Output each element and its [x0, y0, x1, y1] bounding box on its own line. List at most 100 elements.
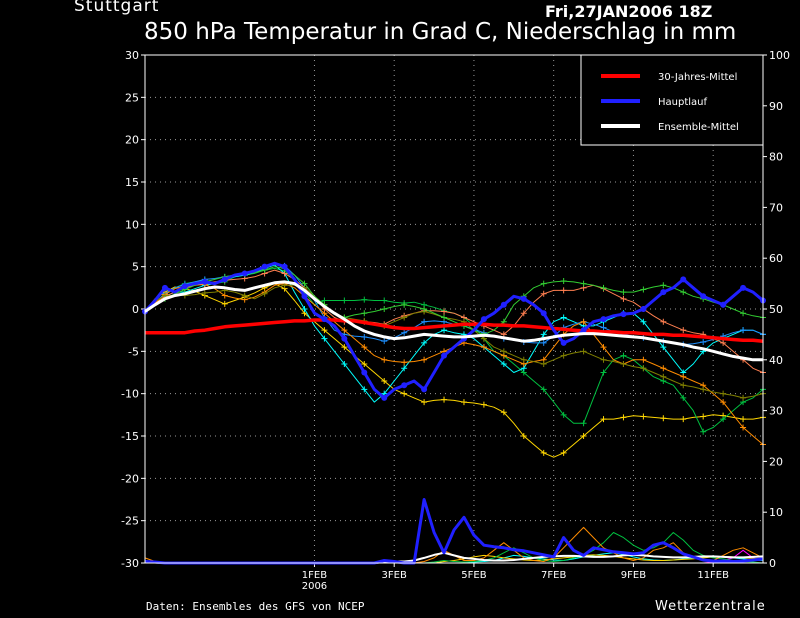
temp-point: [580, 327, 587, 334]
right-tick-label: 100: [769, 49, 790, 62]
temp-member-3: [142, 283, 766, 458]
left-tick-label: 20: [125, 134, 139, 147]
temp-point: [740, 310, 747, 317]
left-tick-label: 10: [125, 218, 139, 231]
temp-point: [221, 300, 228, 307]
temp-point: [221, 276, 228, 283]
temp-point: [421, 339, 428, 346]
temp-point: [421, 306, 428, 312]
precip-hauptlauf: [144, 498, 764, 565]
temp-point: [600, 284, 607, 291]
temp-point: [361, 310, 368, 317]
temp-point: [421, 318, 428, 325]
temp-point: [600, 316, 607, 323]
location-label: Stuttgart: [74, 0, 160, 16]
x-tick-label: 7FEB: [541, 570, 566, 581]
temp-point: [341, 344, 348, 351]
temp-point: [600, 369, 607, 376]
temp-point: [201, 289, 208, 296]
temp-point: [720, 339, 727, 346]
temp-point: [261, 263, 268, 270]
temp-point: [560, 352, 567, 359]
temp-point: [341, 297, 348, 304]
left-tick-label: -20: [121, 472, 139, 485]
temp-point: [620, 361, 627, 368]
temp-point: [281, 263, 288, 270]
temp-point: [560, 278, 567, 285]
temp-point: [600, 356, 607, 363]
temp-point: [660, 365, 667, 372]
right-tick-label: 0: [769, 557, 776, 570]
temp-point: [640, 318, 647, 325]
temp-member-8: [142, 269, 766, 376]
left-tick-label: 30: [125, 49, 139, 62]
plot-frame: [144, 54, 764, 564]
temp-point: [640, 286, 647, 293]
temp-point: [421, 399, 428, 406]
temp-30-jahres-mittel: [145, 318, 764, 343]
brand-label: Wetterzentrale: [655, 599, 766, 614]
right-tick-label: 20: [769, 455, 783, 468]
temp-point: [680, 327, 687, 334]
temp-point: [620, 295, 627, 302]
temp-point: [660, 282, 667, 289]
temp-point: [720, 399, 727, 406]
data-source-label: Daten: Ensembles des GFS von NCEP: [146, 600, 365, 613]
temp-point: [321, 316, 328, 323]
temp-point: [640, 413, 647, 420]
legend-label: Ensemble-Mittel: [658, 122, 739, 133]
temp-point: [401, 314, 408, 321]
temp-point: [361, 296, 368, 303]
precip-series-group: [144, 498, 764, 565]
temp-line: [145, 318, 764, 343]
temp-point: [321, 327, 328, 334]
temp-line: [144, 284, 764, 399]
temp-line: [144, 280, 763, 362]
right-tick-label: 10: [769, 506, 783, 519]
left-tick-label: -15: [121, 430, 139, 443]
temp-point: [401, 365, 408, 372]
temp-point: [480, 344, 487, 351]
temp-point: [560, 449, 567, 456]
temp-point: [361, 386, 368, 393]
left-tick-label: -10: [121, 388, 139, 401]
temp-point: [381, 306, 388, 312]
left-tick-label: 15: [125, 176, 139, 189]
temp-point: [600, 324, 607, 331]
temp-point: [700, 428, 707, 435]
temp-point: [520, 433, 527, 439]
temp-point: [341, 361, 348, 368]
temp-point: [361, 344, 368, 351]
temp-point: [341, 335, 348, 342]
temp-line: [144, 283, 764, 458]
temp-point: [441, 396, 448, 403]
right-tick-label: 80: [769, 151, 783, 164]
temp-point: [301, 280, 308, 287]
temp-point: [381, 356, 388, 363]
temp-point: [361, 333, 368, 340]
temp-point: [720, 390, 727, 397]
temp-point: [520, 295, 527, 302]
left-tick-label: -25: [121, 515, 139, 528]
temp-point: [301, 306, 308, 312]
temp-point: [540, 331, 547, 338]
right-tick-label: 30: [769, 405, 783, 418]
temp-point: [620, 311, 627, 318]
temp-ensemble-mittel: [144, 280, 763, 362]
temp-point: [421, 386, 428, 393]
temp-point: [441, 308, 448, 315]
temp-point: [560, 339, 567, 346]
temp-point: [740, 424, 747, 431]
temp-point: [341, 327, 348, 334]
temp-point: [620, 289, 627, 296]
temp-point: [680, 289, 687, 296]
temp-point: [720, 416, 727, 423]
temp-point: [401, 390, 408, 397]
temp-point: [620, 414, 627, 421]
temp-point: [441, 314, 448, 321]
x-tick-sublabel: 2006: [302, 581, 327, 592]
temp-point: [520, 310, 527, 317]
